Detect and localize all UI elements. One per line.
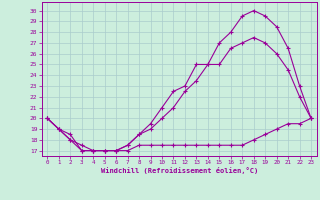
X-axis label: Windchill (Refroidissement éolien,°C): Windchill (Refroidissement éolien,°C) — [100, 167, 258, 174]
